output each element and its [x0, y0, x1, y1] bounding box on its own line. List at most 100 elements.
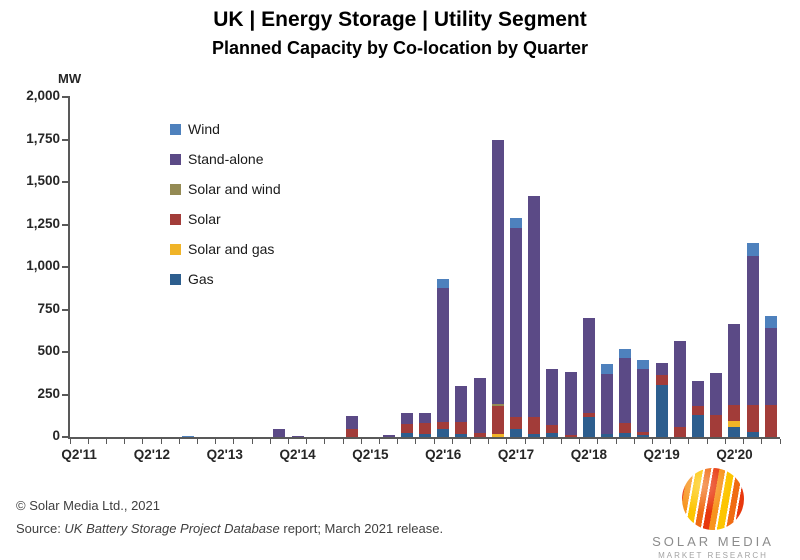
bar-segment-solar-Q4'15	[400, 424, 413, 433]
x-tick-mark	[306, 439, 308, 444]
y-tick-label: 1,750	[26, 130, 60, 146]
y-tick-label: 2,000	[26, 88, 60, 103]
x-tick-mark	[706, 439, 708, 444]
bar-segment-solar-Q2'17	[510, 417, 523, 429]
y-tick-mark	[62, 96, 70, 98]
bar-Q4'19	[692, 380, 705, 437]
bar-segment-stand-alone-Q4'18	[619, 357, 632, 424]
x-tick-mark	[360, 439, 362, 444]
y-tick-label: 500	[37, 343, 60, 358]
x-tick-mark	[561, 439, 563, 444]
legend-label-gas: Gas	[188, 271, 214, 287]
legend-swatch-solar-and-wind	[170, 183, 181, 195]
solar-media-sphere-icon	[682, 468, 744, 530]
legend-label-stand-alone: Stand-alone	[188, 151, 264, 167]
bar-Q1'15	[346, 415, 359, 437]
bar-segment-gas-Q2'19	[655, 385, 668, 437]
x-tick-mark	[378, 439, 380, 444]
bar-segment-solar-Q1'16	[419, 423, 431, 434]
bar-Q4'12	[182, 435, 195, 437]
x-tick-label: Q2'13	[206, 447, 243, 462]
x-tick-mark	[470, 439, 471, 444]
bar-segment-gas-Q2'17	[510, 428, 523, 437]
legend-item-stand-alone: Stand-alone	[170, 151, 281, 167]
x-tick-label: Q2'17	[497, 447, 535, 462]
bar-segment-wind-Q4'12	[182, 435, 195, 437]
x-tick-mark	[269, 439, 271, 444]
bar-segment-solar-Q2'18	[582, 413, 595, 418]
bar-segment-wind-Q2'17	[510, 217, 523, 228]
x-tick-mark	[124, 439, 126, 444]
x-tick-mark	[105, 439, 107, 444]
bar-segment-stand-alone-Q3'18	[601, 374, 614, 434]
bar-segment-stand-alone-Q4'17	[546, 369, 559, 426]
bar-segment-solar-Q3'19	[673, 426, 686, 437]
y-tick-label: 1,250	[26, 215, 60, 231]
y-tick-label: 1,000	[26, 258, 60, 273]
y-tick-mark	[62, 436, 70, 438]
bar-Q4'15	[400, 413, 413, 437]
bar-segment-stand-alone-Q2'16	[437, 288, 450, 422]
x-tick-mark	[579, 439, 581, 444]
x-tick-mark	[724, 439, 726, 444]
bar-Q3'17	[528, 195, 541, 437]
x-tick-mark	[397, 439, 399, 444]
x-tick-mark	[251, 439, 253, 444]
legend-label-solar: Solar	[188, 211, 221, 227]
bar-Q2'18	[582, 318, 595, 437]
source-prefix: Source:	[16, 521, 65, 536]
y-tick-mark	[62, 308, 70, 311]
x-tick-mark	[324, 439, 326, 444]
bar-segment-solar-Q4'16	[473, 432, 486, 437]
bar-Q3'18	[601, 363, 614, 437]
bar-segment-wind-Q2'16	[437, 278, 450, 289]
footer-copyright: © Solar Media Ltd., 2021	[16, 498, 160, 513]
bar-segment-stand-alone-Q1'19	[637, 369, 650, 432]
x-tick-mark	[160, 439, 162, 444]
bar-segment-solar-Q4'19	[692, 405, 705, 415]
footer-source: Source: UK Battery Storage Project Datab…	[16, 521, 443, 536]
legend-label-wind: Wind	[188, 121, 220, 137]
x-tick-label: Q2'11	[61, 447, 97, 462]
legend-item-solar: Solar	[170, 211, 281, 227]
legend-swatch-wind	[170, 123, 181, 135]
x-tick-label: Q2'14	[279, 447, 316, 462]
bar-segment-gas-Q1'19	[637, 435, 650, 437]
x-tick-mark	[633, 439, 635, 444]
bar-Q4'20	[764, 316, 777, 437]
bar-segment-stand-alone-Q2'19	[655, 363, 668, 375]
y-tick-label: 1,500	[26, 173, 60, 188]
bar-Q3'19	[673, 340, 686, 437]
y-tick-mark	[62, 393, 70, 396]
bar-segment-stand-alone-Q3'15	[382, 435, 395, 437]
bar-segment-gas-Q2'16	[437, 429, 450, 437]
bar-segment-solar-Q1'19	[637, 431, 650, 436]
logo-tagline: MARKET RESEARCH	[658, 551, 768, 560]
bar-segment-wind-Q1'19	[637, 359, 650, 370]
x-tick-mark	[761, 439, 763, 444]
bar-segment-gas-Q3'17	[528, 433, 541, 437]
y-tick-mark	[62, 351, 70, 353]
bar-segment-stand-alone-Q2'17	[510, 227, 523, 418]
y-axis-unit-label: MW	[58, 71, 82, 86]
x-tick-mark	[287, 439, 289, 444]
x-tick-mark	[142, 439, 144, 444]
source-suffix: report; March 2021 release.	[279, 521, 444, 536]
x-tick-mark	[433, 439, 435, 444]
bar-segment-gas-Q3'16	[455, 434, 468, 437]
bar-segment-solar-Q4'17	[546, 425, 559, 433]
bar-Q3'15	[382, 435, 395, 437]
x-tick-label: Q2'20	[716, 447, 753, 462]
bar-segment-stand-alone-Q4'19	[692, 380, 705, 406]
bar-Q3'16	[455, 386, 468, 437]
bar-segment-stand-alone-Q4'15	[400, 413, 413, 425]
chart-subtitle: Planned Capacity by Co-location by Quart…	[211, 38, 589, 58]
bar-segment-stand-alone-Q1'20	[710, 373, 723, 415]
bar-segment-stand-alone-Q4'16	[473, 378, 486, 433]
y-tick-label: 250	[37, 385, 60, 401]
source-database-name: UK Battery Storage Project Database	[64, 521, 280, 536]
bar-segment-wind-Q3'20	[746, 243, 759, 256]
legend-item-gas: Gas	[170, 271, 281, 287]
bar-Q2'14	[291, 435, 304, 437]
x-tick-mark	[542, 439, 544, 444]
